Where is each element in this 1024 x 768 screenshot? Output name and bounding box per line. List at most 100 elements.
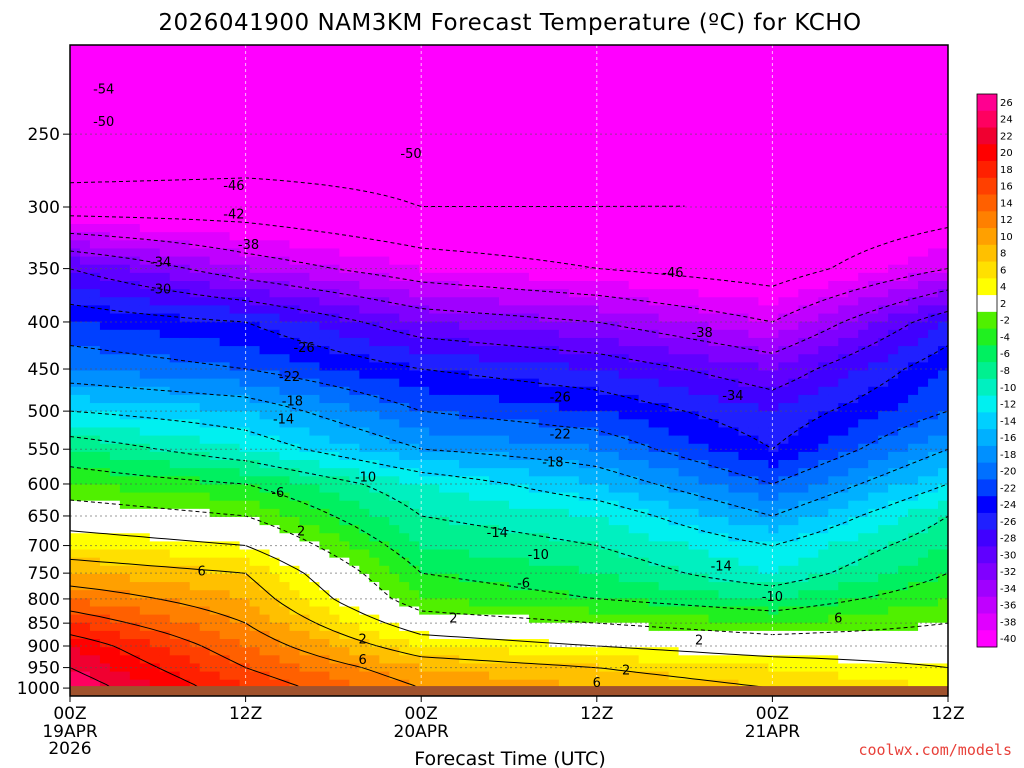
temperature-cell — [568, 110, 580, 119]
temperature-cell — [479, 45, 490, 54]
temperature-cell — [199, 582, 211, 591]
temperature-cell — [79, 256, 91, 266]
temperature-cell — [459, 443, 470, 453]
temperature-cell — [209, 468, 221, 477]
temperature-cell — [509, 69, 520, 79]
temperature-cell — [528, 183, 540, 193]
temperature-cell — [379, 492, 390, 502]
temperature-cell — [578, 557, 590, 567]
temperature-cell — [299, 671, 311, 681]
temperature-cell — [628, 614, 640, 624]
temperature-cell — [269, 639, 281, 648]
temperature-cell — [179, 150, 191, 160]
temperature-cell — [109, 630, 121, 640]
temperature-cell — [668, 565, 680, 575]
temperature-cell — [588, 403, 600, 412]
temperature-cell — [369, 77, 380, 87]
temperature-cell — [439, 671, 450, 681]
temperature-cell — [129, 614, 141, 624]
temperature-cell — [628, 606, 640, 616]
temperature-cell — [568, 329, 580, 339]
temperature-cell — [678, 411, 690, 420]
temperature-cell — [349, 557, 360, 567]
temperature-cell — [299, 565, 311, 575]
temperature-cell — [578, 671, 590, 681]
temperature-cell — [389, 639, 400, 648]
temperature-cell — [509, 476, 520, 486]
temperature-cell — [209, 142, 221, 152]
temperature-cell — [489, 215, 500, 225]
temperature-cell — [558, 224, 570, 233]
temperature-cell — [109, 598, 121, 608]
temperature-cell — [89, 639, 101, 648]
temperature-cell — [658, 126, 670, 136]
temperature-cell — [359, 280, 370, 290]
temperature-cell — [419, 297, 430, 306]
temperature-cell — [548, 671, 560, 681]
temperature-cell — [399, 77, 410, 87]
temperature-cell — [439, 329, 450, 339]
temperature-cell — [289, 533, 301, 542]
temperature-cell — [299, 167, 311, 176]
temperature-cell — [139, 215, 151, 225]
temperature-cell — [389, 297, 400, 306]
temperature-cell — [648, 305, 660, 315]
temperature-cell — [518, 516, 530, 526]
temperature-cell — [129, 191, 141, 201]
temperature-cell — [70, 69, 81, 79]
temperature-cell — [209, 126, 221, 136]
temperature-cell — [638, 500, 650, 510]
temperature-cell — [209, 191, 221, 201]
temperature-cell — [339, 313, 350, 323]
temperature-cell — [419, 525, 430, 534]
temperature-cell — [189, 460, 201, 469]
temperature-cell — [509, 224, 520, 233]
temperature-cell — [449, 240, 460, 250]
temperature-cell — [359, 183, 370, 193]
temperature-cell — [548, 435, 560, 445]
temperature-cell — [89, 346, 101, 355]
temperature-cell — [668, 622, 680, 632]
temperature-cell — [578, 378, 590, 388]
temperature-cell — [129, 256, 141, 266]
temperature-cell — [329, 614, 340, 624]
temperature-cell — [349, 435, 360, 445]
temperature-cell — [429, 215, 440, 225]
temperature-cell — [70, 590, 81, 599]
temperature-cell — [668, 435, 680, 445]
temperature-cell — [489, 533, 500, 542]
temperature-cell — [469, 126, 480, 136]
temperature-cell — [289, 248, 301, 258]
temperature-cell — [159, 61, 171, 71]
temperature-cell — [379, 329, 390, 339]
temperature-cell — [578, 93, 590, 103]
temperature-cell — [489, 630, 500, 640]
temperature-cell — [149, 61, 161, 71]
temperature-cell — [249, 53, 261, 62]
temperature-cell — [658, 305, 670, 315]
temperature-cell — [489, 264, 500, 274]
temperature-cell — [459, 280, 470, 290]
temperature-cell — [578, 549, 590, 559]
temperature-cell — [538, 134, 550, 144]
temperature-cell — [469, 337, 480, 347]
temperature-cell — [299, 630, 311, 640]
temperature-cell — [489, 199, 500, 209]
temperature-cell — [89, 508, 101, 518]
temperature-cell — [259, 394, 271, 404]
temperature-cell — [89, 175, 101, 184]
temperature-cell — [379, 508, 390, 518]
temperature-cell — [139, 337, 151, 347]
temperature-cell — [528, 370, 540, 380]
temperature-cell — [279, 598, 291, 608]
temperature-cell — [608, 516, 620, 526]
temperature-cell — [449, 289, 460, 298]
temperature-cell — [489, 69, 500, 79]
temperature-cell — [249, 655, 261, 665]
temperature-cell — [319, 118, 331, 127]
temperature-cell — [399, 565, 410, 575]
temperature-cell — [169, 394, 181, 404]
temperature-cell — [289, 622, 301, 632]
temperature-cell — [249, 248, 261, 258]
temperature-cell — [169, 435, 181, 445]
